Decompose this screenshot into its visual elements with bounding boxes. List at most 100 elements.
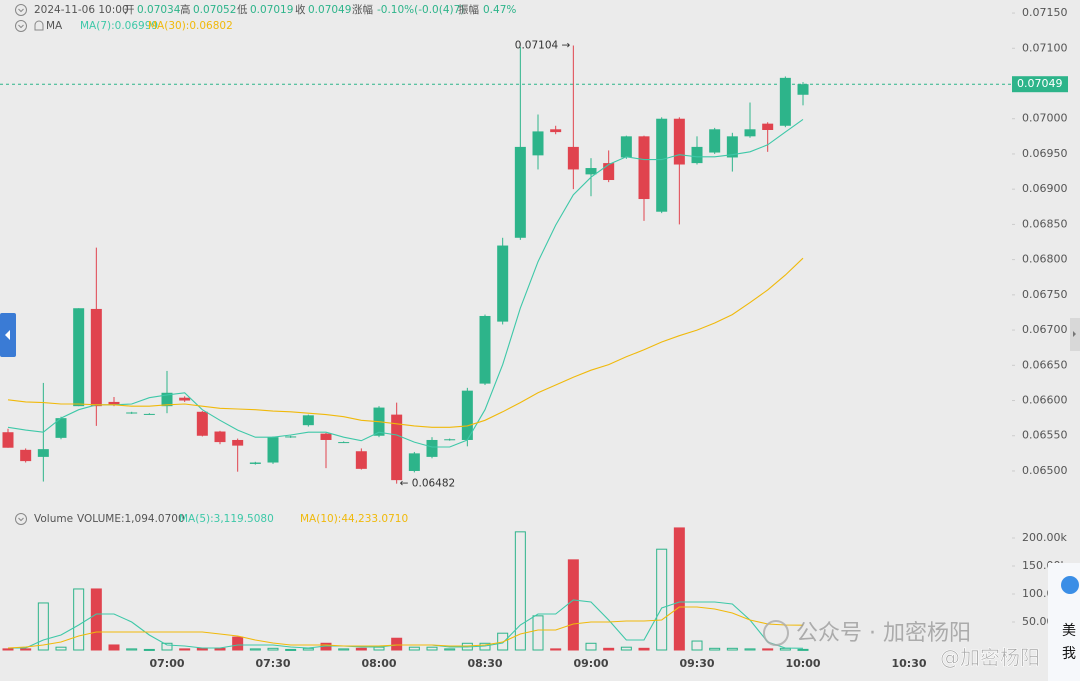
volume-legend-value: VOLUME:1,094.0700: [77, 513, 185, 525]
candle-body: [285, 436, 297, 438]
candle-body: [744, 129, 756, 137]
volume-bar: [408, 646, 420, 651]
candle-body: [532, 131, 544, 156]
candle-body: [408, 453, 420, 471]
volume-bar: [2, 648, 14, 651]
right-tab[interactable]: [1070, 318, 1080, 351]
collapse-icon[interactable]: [15, 513, 27, 525]
candle-body: [143, 413, 155, 415]
candle-body: [249, 462, 261, 464]
left-tab[interactable]: [0, 313, 16, 357]
candle-body: [320, 433, 332, 440]
volume-bar: [196, 647, 208, 651]
y-tick-label: 0.06850: [1022, 217, 1068, 230]
volume-bar: [232, 636, 244, 651]
header-label: 高: [180, 3, 191, 16]
candle-body: [567, 146, 579, 170]
collapse-icon[interactable]: [15, 4, 27, 16]
x-tick-label: 10:30: [892, 657, 927, 670]
candle-body: [603, 163, 615, 181]
price-annotation: 0.07104 →: [515, 39, 571, 51]
volume-ma-line: [7, 606, 804, 649]
volume-bar: [497, 632, 509, 651]
volume-bar: [603, 647, 615, 651]
ma-line: [7, 257, 804, 428]
volume-bar: [585, 642, 597, 651]
ma-legend-title: MA: [46, 20, 63, 32]
y-tick-label: 0.07100: [1022, 41, 1068, 54]
candle-body: [497, 245, 509, 322]
x-tick-label: 09:30: [680, 657, 715, 670]
header-label: 涨幅: [352, 3, 373, 16]
last-price-tag: [1012, 76, 1068, 93]
candle-body: [108, 401, 120, 405]
price-annotation: ← 0.06482: [400, 478, 456, 490]
volume-bar: [267, 647, 279, 651]
volume-bar: [567, 559, 579, 651]
volume-bar: [744, 648, 756, 651]
candle-body: [37, 449, 49, 457]
volume-bar: [338, 648, 350, 651]
collapse-icon[interactable]: [15, 20, 27, 32]
candle-body: [638, 136, 650, 200]
candle-body: [179, 397, 191, 401]
bell-icon[interactable]: [34, 20, 44, 31]
header-value: 0.07049: [308, 4, 351, 16]
volume-bar: [726, 647, 738, 651]
candle-body: [726, 136, 738, 158]
candle-body: [656, 118, 668, 212]
y-tick-label: 0.06600: [1022, 394, 1068, 407]
x-tick-label: 08:00: [361, 657, 396, 670]
y-tick-label: 0.06500: [1022, 464, 1068, 477]
candle-body: [585, 168, 597, 175]
candle-body: [338, 442, 350, 444]
volume-bar: [444, 648, 456, 651]
volume-bar: [709, 647, 721, 651]
y-tick-label: 0.06950: [1022, 147, 1068, 160]
wechat-icon: [763, 620, 789, 646]
volume-bar: [90, 588, 102, 651]
volume-bar: [691, 640, 703, 651]
right-tab-arrow: [1073, 331, 1076, 337]
y-tick-label: 0.07150: [1022, 6, 1068, 19]
volume-bar: [37, 602, 49, 651]
volume-bar: [797, 648, 809, 651]
side-panel-icon: [1061, 576, 1079, 594]
x-tick-label: 07:30: [255, 657, 290, 670]
volume-bar: [179, 648, 191, 651]
volume-legend-entry: MA(10):44,233.0710: [300, 513, 408, 525]
candle-body: [461, 390, 473, 440]
chevron: [18, 24, 24, 29]
volume-bar: [20, 648, 32, 651]
candle-body: [267, 437, 279, 463]
candle-body: [444, 439, 456, 441]
header-value: 0.07019: [250, 4, 293, 16]
left-tab-arrow: [5, 330, 10, 340]
volume-bar: [656, 548, 668, 651]
candle-body: [762, 123, 774, 130]
candle-body: [2, 432, 14, 448]
candle-body: [779, 77, 791, 126]
y-tick-label: 0.06750: [1022, 288, 1068, 301]
volume-bar: [73, 588, 85, 651]
header-value: 0.07034: [137, 4, 181, 16]
side-panel-text: 我: [1062, 646, 1076, 662]
volume-bar: [355, 647, 367, 651]
volume-bar: [620, 646, 632, 651]
header-value: 0.47%: [483, 4, 516, 16]
volume-bar: [762, 648, 774, 651]
y-tick-label: 0.06650: [1022, 358, 1068, 371]
ma-legend-entry: MA(30):0.06802: [148, 20, 233, 32]
header-label: 低: [237, 3, 248, 16]
candle-body: [709, 129, 721, 153]
candle-body: [232, 439, 244, 446]
volume-bar: [143, 648, 155, 651]
last-price-label: 0.07049: [1017, 77, 1063, 90]
candle-body: [355, 451, 367, 469]
header-value: 0.07052: [193, 4, 236, 16]
candle-body: [302, 415, 314, 426]
y-tick-label: 0.06550: [1022, 429, 1068, 442]
candle-body: [391, 414, 403, 481]
